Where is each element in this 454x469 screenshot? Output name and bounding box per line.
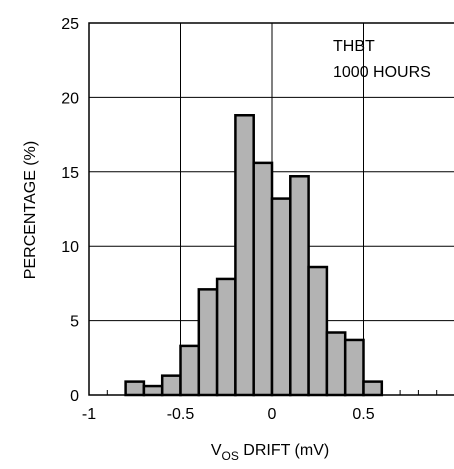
x-tick-label: 0.5 xyxy=(352,406,374,423)
y-tick-label: 20 xyxy=(61,90,79,107)
y-axis-label: PERCENTAGE (%) xyxy=(22,141,39,279)
annotation-line-2: 1000 HOURS xyxy=(333,64,431,81)
y-tick-label: 15 xyxy=(61,165,79,182)
axis-ticks xyxy=(88,387,438,395)
y-tick-label: 5 xyxy=(70,314,79,331)
y-tick-label: 0 xyxy=(70,388,79,405)
histogram-bar xyxy=(234,114,255,397)
annotation-line-1: THBT xyxy=(333,38,375,55)
histogram-bar xyxy=(325,331,347,397)
y-tick-label: 10 xyxy=(61,239,79,256)
histogram-bar xyxy=(270,197,292,397)
histogram-bar xyxy=(343,338,365,397)
histogram-bars xyxy=(124,114,384,397)
histogram-bar xyxy=(197,288,219,397)
x-axis-label-suffix: DRIFT (mV) xyxy=(239,442,329,459)
x-tick-label: -0.5 xyxy=(167,406,195,423)
x-axis-label-prefix: V xyxy=(211,442,222,459)
x-axis-label: VOS DRIFT (mV) xyxy=(211,442,329,463)
histogram-bar xyxy=(252,161,274,397)
histogram-bar xyxy=(362,380,384,397)
histogram-bar xyxy=(215,277,237,397)
y-tick-label: 25 xyxy=(61,16,79,33)
histogram-bar xyxy=(289,175,310,397)
histogram-bar xyxy=(160,374,182,397)
x-tick-labels: -1 -0.5 0 0.5 xyxy=(82,406,375,423)
x-tick-label: -1 xyxy=(82,406,96,423)
histogram-bar xyxy=(142,384,164,397)
y-tick-labels: 0 5 10 15 20 25 xyxy=(61,16,79,405)
histogram-bar xyxy=(307,265,329,397)
histogram-bar xyxy=(179,344,201,397)
x-tick-label: 0 xyxy=(268,406,277,423)
histogram-bar xyxy=(124,380,146,397)
x-axis-label-subscript: OS xyxy=(221,449,238,463)
